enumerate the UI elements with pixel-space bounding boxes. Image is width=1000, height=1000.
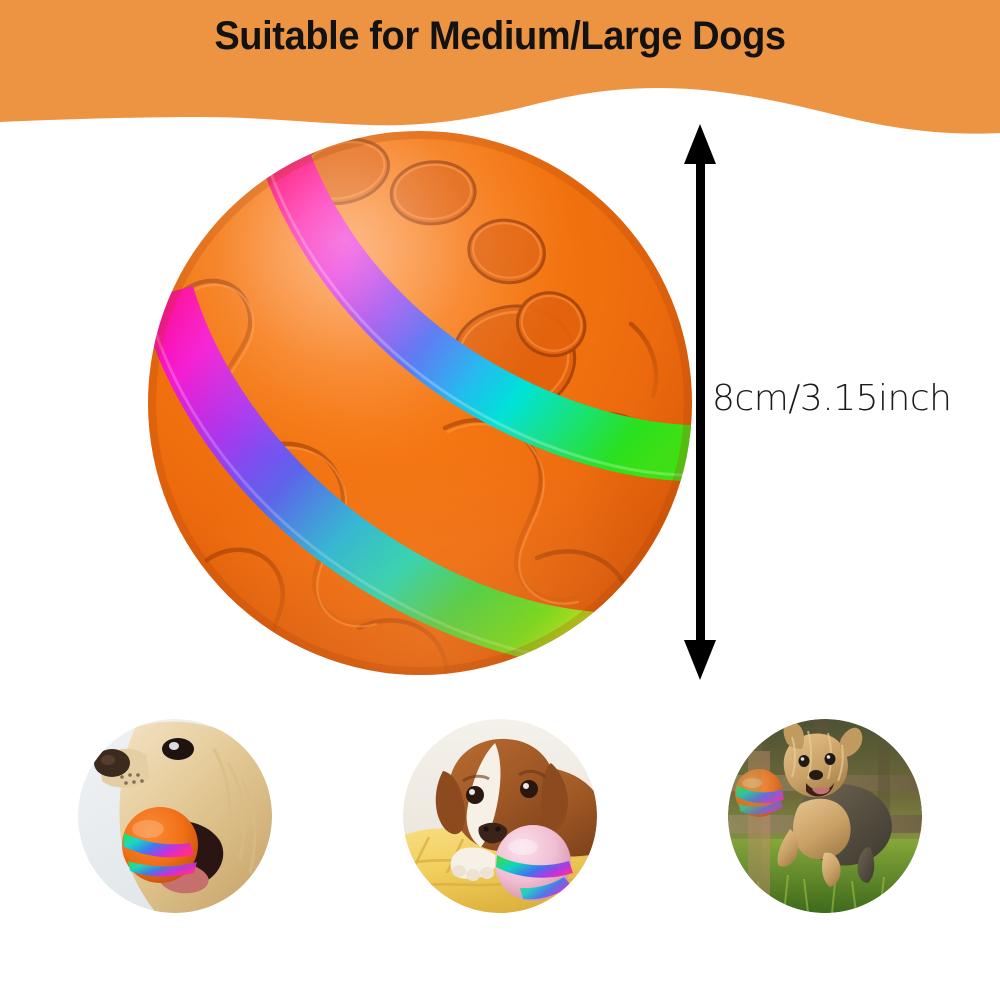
page-title: Suitable for Medium/Large Dogs (214, 14, 786, 58)
photo-gallery (0, 706, 1000, 986)
led-ball-in-photo (122, 807, 198, 883)
gallery-photo-yorkie-jumping[interactable] (728, 719, 922, 913)
double-arrow-icon (684, 124, 716, 680)
led-ball-in-photo (735, 769, 784, 817)
gallery-photo-golden-retriever[interactable] (78, 719, 272, 913)
banner-wave-shape (0, 0, 1000, 134)
dimension-label: 8cm/3.15inch (712, 378, 952, 419)
led-ball-in-photo (495, 825, 573, 901)
ball-bounce-light (148, 131, 692, 675)
product-ball-image (145, 128, 695, 678)
header-banner: Suitable for Medium/Large Dogs (0, 0, 1000, 145)
dimension-arrow (672, 124, 730, 680)
gallery-photo-puppy-blanket[interactable] (403, 719, 597, 913)
